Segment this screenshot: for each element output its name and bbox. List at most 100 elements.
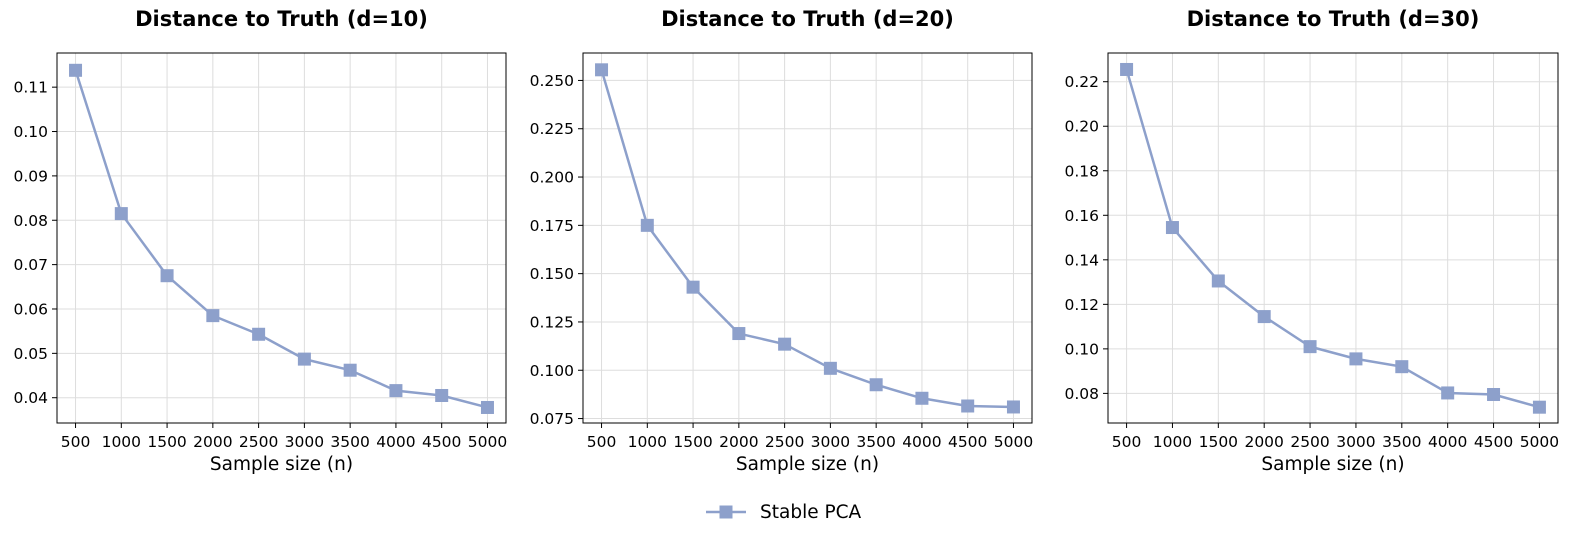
legend: Stable PCA <box>704 497 861 527</box>
data-point <box>1257 310 1271 324</box>
data-point <box>160 269 174 283</box>
y-tick-label: 0.075 <box>530 410 574 428</box>
x-tick-label: 500 <box>1112 433 1142 451</box>
data-point <box>343 363 357 377</box>
x-tick-label: 2000 <box>719 433 758 451</box>
x-tick-label: 2000 <box>1244 433 1283 451</box>
x-tick-label: 3000 <box>285 433 324 451</box>
data-point <box>915 391 929 405</box>
y-tick-label: 0.22 <box>1064 73 1099 91</box>
data-point <box>1006 400 1020 414</box>
x-axis-label: Sample size (n) <box>736 454 879 475</box>
y-tick-label: 0.09 <box>13 167 48 185</box>
series-line <box>600 69 1014 409</box>
y-tick-label: 0.225 <box>530 120 574 138</box>
y-tick-label: 0.06 <box>13 300 48 318</box>
y-tick-label: 0.20 <box>1064 118 1099 136</box>
x-tick-label: 1500 <box>1199 433 1238 451</box>
x-tick-label: 5000 <box>994 433 1033 451</box>
data-point <box>1441 386 1455 400</box>
series-line <box>74 69 488 409</box>
y-tick-label: 0.18 <box>1064 162 1099 180</box>
chart-title: Distance to Truth (d=30) <box>1187 7 1480 31</box>
plot-frame <box>582 52 1033 424</box>
x-tick-label: 3500 <box>330 433 369 451</box>
x-tick-label: 4000 <box>376 433 415 451</box>
y-tick-label: 0.150 <box>530 265 574 283</box>
y-tick-label: 0.200 <box>530 169 574 187</box>
x-tick-label: 500 <box>61 433 91 451</box>
x-tick-label: 500 <box>587 433 617 451</box>
y-tick-label: 0.10 <box>1064 340 1099 358</box>
data-point <box>823 361 837 375</box>
legend-label: Stable PCA <box>760 501 862 523</box>
series-line <box>1125 69 1540 409</box>
x-tick-label: 5000 <box>468 433 507 451</box>
x-tick-label: 4500 <box>948 433 987 451</box>
data-point <box>435 388 449 402</box>
data-point <box>1349 352 1363 366</box>
data-point <box>640 218 654 232</box>
data-point <box>961 399 975 413</box>
data-point <box>252 327 266 341</box>
y-tick-label: 0.04 <box>13 389 48 407</box>
data-point <box>595 63 609 77</box>
y-tick-label: 0.250 <box>530 72 574 90</box>
data-point <box>869 378 883 392</box>
x-tick-label: 4500 <box>1474 433 1513 451</box>
y-tick-label: 0.14 <box>1064 251 1099 269</box>
data-point <box>732 327 746 341</box>
data-point <box>1303 340 1317 354</box>
y-tick-label: 0.100 <box>530 362 574 380</box>
data-point <box>1487 388 1501 402</box>
y-tick-label: 0.11 <box>13 79 48 97</box>
data-point <box>69 63 83 77</box>
x-tick-label: 1000 <box>628 433 667 451</box>
y-tick-label: 0.125 <box>530 313 574 331</box>
x-tick-label: 1500 <box>147 433 186 451</box>
x-tick-label: 4500 <box>422 433 461 451</box>
y-tick-label: 0.175 <box>530 217 574 235</box>
data-point <box>1211 274 1225 288</box>
x-tick-label: 2500 <box>1290 433 1329 451</box>
data-point <box>114 207 128 221</box>
data-point <box>686 280 700 294</box>
data-point <box>206 309 220 323</box>
y-tick-label: 0.16 <box>1064 207 1099 225</box>
plot-frame <box>1107 52 1559 424</box>
data-point <box>1120 62 1134 76</box>
y-tick-label: 0.10 <box>13 123 48 141</box>
data-point <box>778 337 792 351</box>
x-tick-label: 1000 <box>1153 433 1192 451</box>
x-tick-label: 3000 <box>811 433 850 451</box>
data-point <box>389 384 403 398</box>
x-axis-label: Sample size (n) <box>1261 454 1404 475</box>
y-tick-label: 0.08 <box>1064 385 1099 403</box>
data-point <box>1165 221 1179 235</box>
chart-panel-3: 500 1000 1500 2000 2500 3000 3500 4000 4500 5000 0… <box>1064 7 1559 475</box>
x-tick-label: 3500 <box>1382 433 1421 451</box>
data-point <box>1532 400 1546 414</box>
y-tick-label: 0.08 <box>13 212 48 230</box>
x-tick-label: 3000 <box>1336 433 1375 451</box>
chart-title: Distance to Truth (d=20) <box>661 7 954 31</box>
y-tick-label: 0.05 <box>13 345 48 363</box>
chart-panel-1: 500 1000 1500 2000 2500 3000 3500 4000 4500 5000 0… <box>13 7 507 475</box>
chart-title: Distance to Truth (d=10) <box>135 7 428 31</box>
x-tick-label: 5000 <box>1520 433 1559 451</box>
plot-frame <box>56 52 507 424</box>
data-point <box>1395 360 1409 374</box>
legend-swatch <box>706 505 746 519</box>
y-tick-label: 0.12 <box>1064 296 1099 314</box>
x-tick-label: 1500 <box>673 433 712 451</box>
x-tick-label: 3500 <box>856 433 895 451</box>
x-tick-label: 1000 <box>102 433 141 451</box>
data-point <box>480 400 494 414</box>
x-tick-label: 2000 <box>193 433 232 451</box>
x-tick-label: 2500 <box>239 433 278 451</box>
data-point <box>297 352 311 366</box>
chart-panel-2: 500 1000 1500 2000 2500 3000 3500 4000 4500 5000 0… <box>530 7 1034 475</box>
x-tick-label: 4000 <box>902 433 941 451</box>
x-axis-label: Sample size (n) <box>210 454 353 475</box>
